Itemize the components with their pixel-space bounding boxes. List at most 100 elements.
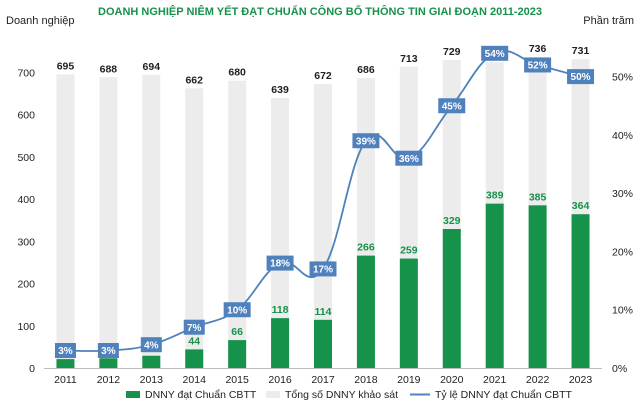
total-bar (56, 74, 75, 369)
total-data-label: 713 (400, 53, 418, 65)
y-tick-right: 50% (612, 72, 633, 84)
legend-label-ratio: Tỷ lệ DNNY đạt Chuẩn CBTT (435, 389, 573, 401)
x-tick-label: 2020 (440, 374, 464, 386)
ratio-data-label: 39% (352, 133, 380, 149)
ratio-data-label: 10% (223, 302, 251, 318)
ratio-label-text: 4% (144, 340, 159, 351)
standard-data-label: 389 (486, 190, 504, 202)
total-data-label: 688 (100, 63, 118, 75)
standard-bar (356, 255, 375, 368)
total-bar (99, 77, 118, 368)
total-data-label: 662 (185, 74, 203, 86)
total-data-label: 736 (529, 43, 547, 55)
standard-bar (442, 228, 461, 368)
total-bar (228, 80, 247, 368)
y-tick-right: 10% (612, 305, 633, 317)
ratio-label-text: 17% (313, 265, 333, 276)
y-axis-right: 0% 10% 20% 30% 40% 50% (612, 72, 633, 375)
standard-bar (56, 359, 75, 368)
ratio-data-label: 7% (183, 319, 205, 335)
ratio-label-box (438, 98, 466, 114)
x-tick-label: 2022 (526, 374, 550, 386)
ratio-label-text: 52% (528, 61, 548, 72)
standard-data-label: 44 (188, 335, 200, 347)
ratio-label-text: 3% (101, 346, 116, 357)
x-tick-label: 2018 (354, 374, 378, 386)
y-axis-title-right: Phần trăm (583, 15, 634, 27)
total-data-label: 729 (443, 46, 461, 58)
ratio-label-box (524, 57, 552, 73)
y-tick-left: 300 (17, 236, 35, 248)
legend-swatch-standard (126, 391, 140, 398)
ratio-label-text: 39% (356, 136, 376, 147)
total-bar (314, 84, 332, 368)
standard-bar (185, 349, 204, 368)
total-data-label: 686 (357, 64, 375, 76)
ratio-label-box (140, 337, 162, 353)
x-tick-label: 2016 (268, 374, 292, 386)
ratio-label-text: 36% (399, 154, 419, 165)
ratio-data-label: 18% (266, 255, 294, 271)
total-data-label: 694 (143, 61, 161, 73)
y-axis-left: 0 100 200 300 400 500 600 700 (17, 67, 35, 375)
legend: DNNY đạt Chuẩn CBTT Tổng số DNNY khảo sá… (126, 389, 573, 401)
standard-bar (142, 355, 161, 368)
legend-label-standard: DNNY đạt Chuẩn CBTT (145, 389, 257, 401)
x-axis: 2011 2012 2013 2014 2015 2016 2017 2018 2019 2020… (54, 374, 592, 386)
total-data-label: 695 (57, 60, 75, 72)
legend-label-total: Tổng số DNNY khảo sát (285, 389, 398, 401)
standard-data-label: 329 (443, 215, 461, 227)
standard-bars (56, 203, 590, 368)
ratio-label-box (54, 343, 76, 359)
y-tick-left: 400 (17, 194, 35, 206)
ratio-data-label: 45% (438, 98, 466, 114)
y-tick-right: 40% (612, 130, 633, 142)
y-tick-left: 600 (17, 110, 35, 122)
x-tick-label: 2014 (183, 374, 207, 386)
x-tick-label: 2021 (483, 374, 507, 386)
ratio-label-text: 45% (442, 101, 462, 112)
y-axis-title-left: Doanh nghiệp (6, 15, 75, 27)
ratio-label-box (97, 343, 119, 359)
ratio-data-label: 17% (309, 261, 337, 277)
standard-data-label: 118 (272, 304, 289, 316)
ratio-data-label: 36% (395, 150, 423, 166)
x-tick-label: 2023 (569, 374, 593, 386)
ratio-label-text: 10% (227, 305, 247, 316)
ratio-label-text: 54% (485, 49, 505, 60)
total-data-label: 639 (271, 84, 289, 96)
standard-bar (485, 203, 504, 368)
x-tick-label: 2015 (225, 374, 249, 386)
ratio-data-label: 3% (97, 343, 119, 359)
ratio-label-text: 50% (571, 72, 591, 83)
total-bar (142, 74, 161, 368)
ratio-data-label: 54% (481, 45, 509, 61)
y-tick-right: 20% (612, 246, 633, 258)
ratio-data-label: 4% (140, 337, 162, 353)
ratio-label-box (223, 302, 251, 318)
x-tick-label: 2012 (97, 374, 121, 386)
ratio-label-box (266, 255, 294, 271)
y-tick-right: 0% (612, 363, 627, 375)
total-data-label: 731 (572, 45, 590, 57)
ratio-label-box (183, 319, 205, 335)
standard-data-label: 66 (231, 326, 243, 338)
ratio-label-box (567, 69, 595, 85)
ratio-data-label: 3% (54, 343, 76, 359)
y-tick-left: 0 (29, 363, 35, 375)
x-tick-label: 2019 (397, 374, 421, 386)
chart-title: DOANH NGHIỆP NIÊM YẾT ĐẠT CHUẨN CÔNG BỐ … (98, 4, 542, 18)
standard-bar (314, 319, 332, 368)
y-tick-left: 500 (17, 152, 35, 164)
y-tick-left: 200 (17, 279, 35, 291)
standard-data-label: 114 (315, 306, 332, 318)
standard-data-label: 259 (400, 245, 418, 257)
ratio-data-label: 52% (524, 57, 552, 73)
standard-data-label: 385 (529, 191, 547, 203)
ratio-label-box (352, 133, 380, 149)
total-bar (185, 88, 204, 369)
legend-swatch-total (266, 391, 280, 398)
standard-data-label: 266 (357, 242, 375, 254)
ratio-label-text: 18% (270, 259, 290, 270)
